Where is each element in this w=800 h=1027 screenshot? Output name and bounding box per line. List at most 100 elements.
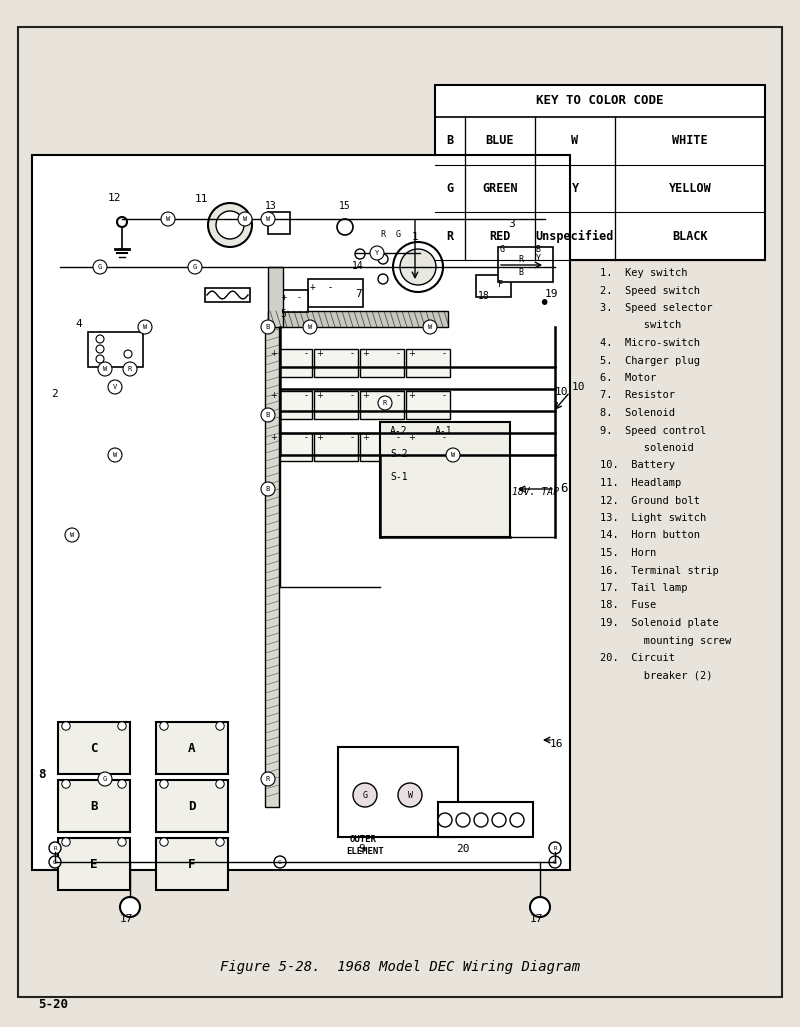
Text: E: E [90,858,98,871]
Text: solenoid: solenoid [600,443,694,453]
Text: R: R [553,845,557,850]
Text: -: - [350,349,354,358]
Circle shape [261,772,275,786]
Circle shape [65,528,79,542]
Text: W: W [103,366,107,372]
Text: •: • [538,294,550,313]
Circle shape [530,897,550,917]
Circle shape [62,838,70,846]
Text: 20: 20 [456,844,470,854]
Circle shape [160,838,168,846]
Circle shape [118,722,126,730]
Text: B: B [90,799,98,812]
Circle shape [96,345,104,353]
Text: A-2: A-2 [390,426,408,436]
Circle shape [117,217,127,227]
Text: -: - [442,391,446,401]
Text: G: G [53,860,57,865]
Text: +: + [409,433,415,443]
Text: 10: 10 [572,382,586,392]
Text: GREEN: GREEN [482,182,518,195]
Bar [338,747,458,837]
Circle shape [63,781,69,787]
Circle shape [161,839,167,845]
Text: +  -: + - [282,293,302,302]
Circle shape [62,779,70,788]
Circle shape [337,219,353,235]
Circle shape [119,839,125,845]
Text: +: + [362,433,370,443]
Text: ELEMENT: ELEMENT [346,847,384,855]
Circle shape [510,813,524,827]
Bar [268,433,312,461]
Text: 5-20: 5-20 [38,998,68,1012]
Text: WHITE: WHITE [672,135,708,147]
Text: W: W [166,216,170,222]
Circle shape [549,842,561,854]
Text: S-2: S-2 [390,449,408,459]
Text: 1.  Key switch: 1. Key switch [600,268,687,278]
Circle shape [393,242,443,292]
Text: 17.  Tail lamp: 17. Tail lamp [600,583,687,593]
Circle shape [398,783,422,807]
Circle shape [124,350,132,358]
Text: Y: Y [375,250,379,256]
Text: -: - [397,349,399,358]
Text: 10: 10 [555,387,569,397]
Circle shape [98,362,112,376]
Circle shape [456,813,470,827]
Text: R: R [128,366,132,372]
Text: B: B [266,324,270,330]
Text: G: G [98,264,102,270]
Text: W: W [266,216,270,222]
Text: G: G [278,860,282,865]
Text: -: - [442,349,446,358]
Circle shape [118,838,126,846]
Bar [308,279,363,307]
Text: 5.  Charger plug: 5. Charger plug [600,355,700,366]
Text: 17: 17 [120,914,134,924]
Bar [268,267,283,327]
Circle shape [49,842,61,854]
Text: 11: 11 [195,194,209,204]
Text: 19: 19 [545,289,558,299]
Text: 8: 8 [38,768,46,782]
Text: 16.  Terminal strip: 16. Terminal strip [600,566,718,575]
Text: W: W [70,532,74,538]
Text: 6: 6 [560,483,567,495]
Circle shape [355,249,365,259]
Circle shape [208,203,252,248]
Text: 4.  Micro-switch: 4. Micro-switch [600,338,700,348]
Text: R: R [383,400,387,406]
Text: 12: 12 [108,193,122,203]
Bar [314,349,358,377]
Circle shape [400,249,436,286]
Text: W: W [571,135,578,147]
Circle shape [160,722,168,730]
Bar [156,779,228,832]
Circle shape [96,335,104,343]
Bar [88,332,143,367]
Text: 18: 18 [478,291,490,301]
Circle shape [261,482,275,496]
Text: +: + [317,391,323,401]
Text: W: W [428,324,432,330]
Circle shape [378,274,388,284]
Text: 18.  Fuse: 18. Fuse [600,601,656,610]
Circle shape [446,448,460,462]
Text: G: G [553,860,557,865]
Text: RED: RED [490,230,510,242]
Circle shape [492,813,506,827]
Text: -: - [350,433,354,443]
Text: -: - [305,349,307,358]
Circle shape [119,723,125,729]
Text: R: R [53,845,57,850]
Text: 1: 1 [412,232,418,242]
Circle shape [93,260,107,274]
Text: -: - [350,391,354,401]
Bar [360,349,404,377]
Circle shape [98,772,112,786]
Circle shape [216,779,224,788]
Circle shape [217,723,223,729]
Bar [268,212,290,234]
